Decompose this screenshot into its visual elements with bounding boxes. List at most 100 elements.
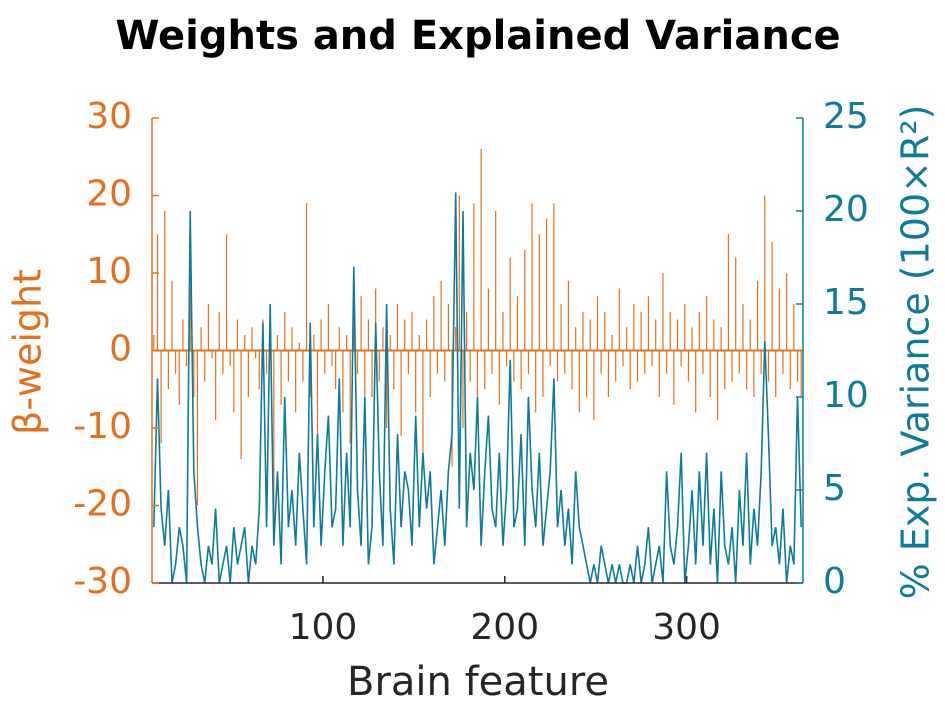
bar — [389, 335, 391, 351]
bar — [265, 350, 268, 374]
bar — [738, 350, 740, 374]
bar — [746, 350, 748, 390]
bar — [658, 350, 660, 397]
y-tick-label: -20 — [73, 484, 132, 525]
bar — [782, 350, 784, 374]
bar — [662, 273, 664, 351]
bar — [647, 296, 650, 351]
bar — [676, 319, 679, 351]
bar — [204, 350, 206, 382]
bar — [531, 203, 533, 351]
bar — [484, 350, 486, 390]
bar — [353, 311, 355, 351]
y-axis-label: β-weight — [6, 269, 50, 435]
bar — [695, 350, 697, 413]
bar — [556, 350, 559, 382]
bar — [375, 288, 377, 351]
bar — [498, 350, 500, 405]
bar — [509, 257, 511, 351]
bar — [360, 296, 362, 351]
bar — [411, 311, 413, 351]
bar — [673, 350, 675, 405]
bar — [367, 319, 369, 351]
bar — [633, 304, 635, 351]
bar — [771, 242, 773, 351]
bar — [385, 350, 388, 428]
bar — [302, 350, 304, 382]
y2-tick-label: 15 — [823, 282, 869, 323]
bar — [211, 350, 213, 359]
bar — [698, 311, 700, 351]
bar — [240, 350, 242, 459]
bar — [305, 203, 308, 351]
bar — [164, 211, 166, 351]
bar — [342, 350, 344, 413]
bar — [709, 350, 711, 397]
bar — [593, 350, 595, 421]
bar — [651, 350, 653, 366]
bar — [258, 350, 260, 390]
bar — [273, 350, 275, 529]
bar — [520, 350, 522, 390]
bar — [775, 350, 777, 397]
bar — [200, 327, 202, 351]
x-axis-label: Brain feature — [347, 659, 609, 705]
bar — [469, 350, 471, 382]
bar — [167, 350, 169, 390]
bar — [465, 311, 468, 351]
bar — [324, 350, 326, 374]
y2-tick-label: 25 — [823, 96, 869, 137]
bar — [560, 304, 562, 351]
bar — [153, 335, 155, 351]
bar — [735, 257, 737, 351]
bar — [716, 350, 719, 421]
bar — [331, 350, 333, 366]
bar — [527, 350, 530, 374]
bar — [778, 288, 780, 351]
bar — [320, 319, 322, 351]
bar — [749, 319, 751, 351]
bar — [480, 149, 482, 351]
bar — [185, 350, 188, 366]
bar — [640, 311, 642, 351]
bar — [546, 218, 548, 351]
bar — [298, 342, 300, 351]
bar — [786, 273, 788, 351]
bar — [687, 350, 690, 382]
bar — [553, 203, 555, 351]
bar — [462, 350, 464, 428]
bar — [335, 350, 337, 390]
bar — [571, 350, 573, 390]
bar — [575, 327, 577, 351]
bar — [800, 350, 802, 397]
chart-title: Weights and Explained Variance — [115, 13, 840, 59]
bar — [567, 280, 570, 351]
bar — [669, 311, 671, 351]
bar — [720, 327, 722, 351]
x-tick-label: 100 — [289, 607, 358, 648]
bar — [316, 350, 319, 436]
bar — [756, 280, 759, 351]
bar — [789, 350, 791, 390]
y2-tick-label: 20 — [823, 189, 869, 230]
bar — [764, 195, 766, 351]
bar — [189, 288, 191, 351]
bar — [535, 350, 537, 413]
bar — [378, 350, 380, 382]
bar — [578, 350, 580, 413]
bar — [276, 335, 279, 351]
bar — [596, 296, 599, 351]
bar — [295, 350, 297, 413]
bar — [364, 350, 366, 421]
bar — [655, 319, 657, 351]
bar — [255, 350, 257, 359]
bar — [582, 311, 584, 351]
bar — [233, 350, 235, 413]
bar — [626, 327, 628, 351]
y-tick-label: 30 — [86, 96, 132, 137]
bar — [644, 350, 646, 374]
bar — [447, 304, 450, 351]
bar — [400, 350, 402, 436]
bar — [396, 304, 399, 351]
bar — [407, 350, 409, 374]
